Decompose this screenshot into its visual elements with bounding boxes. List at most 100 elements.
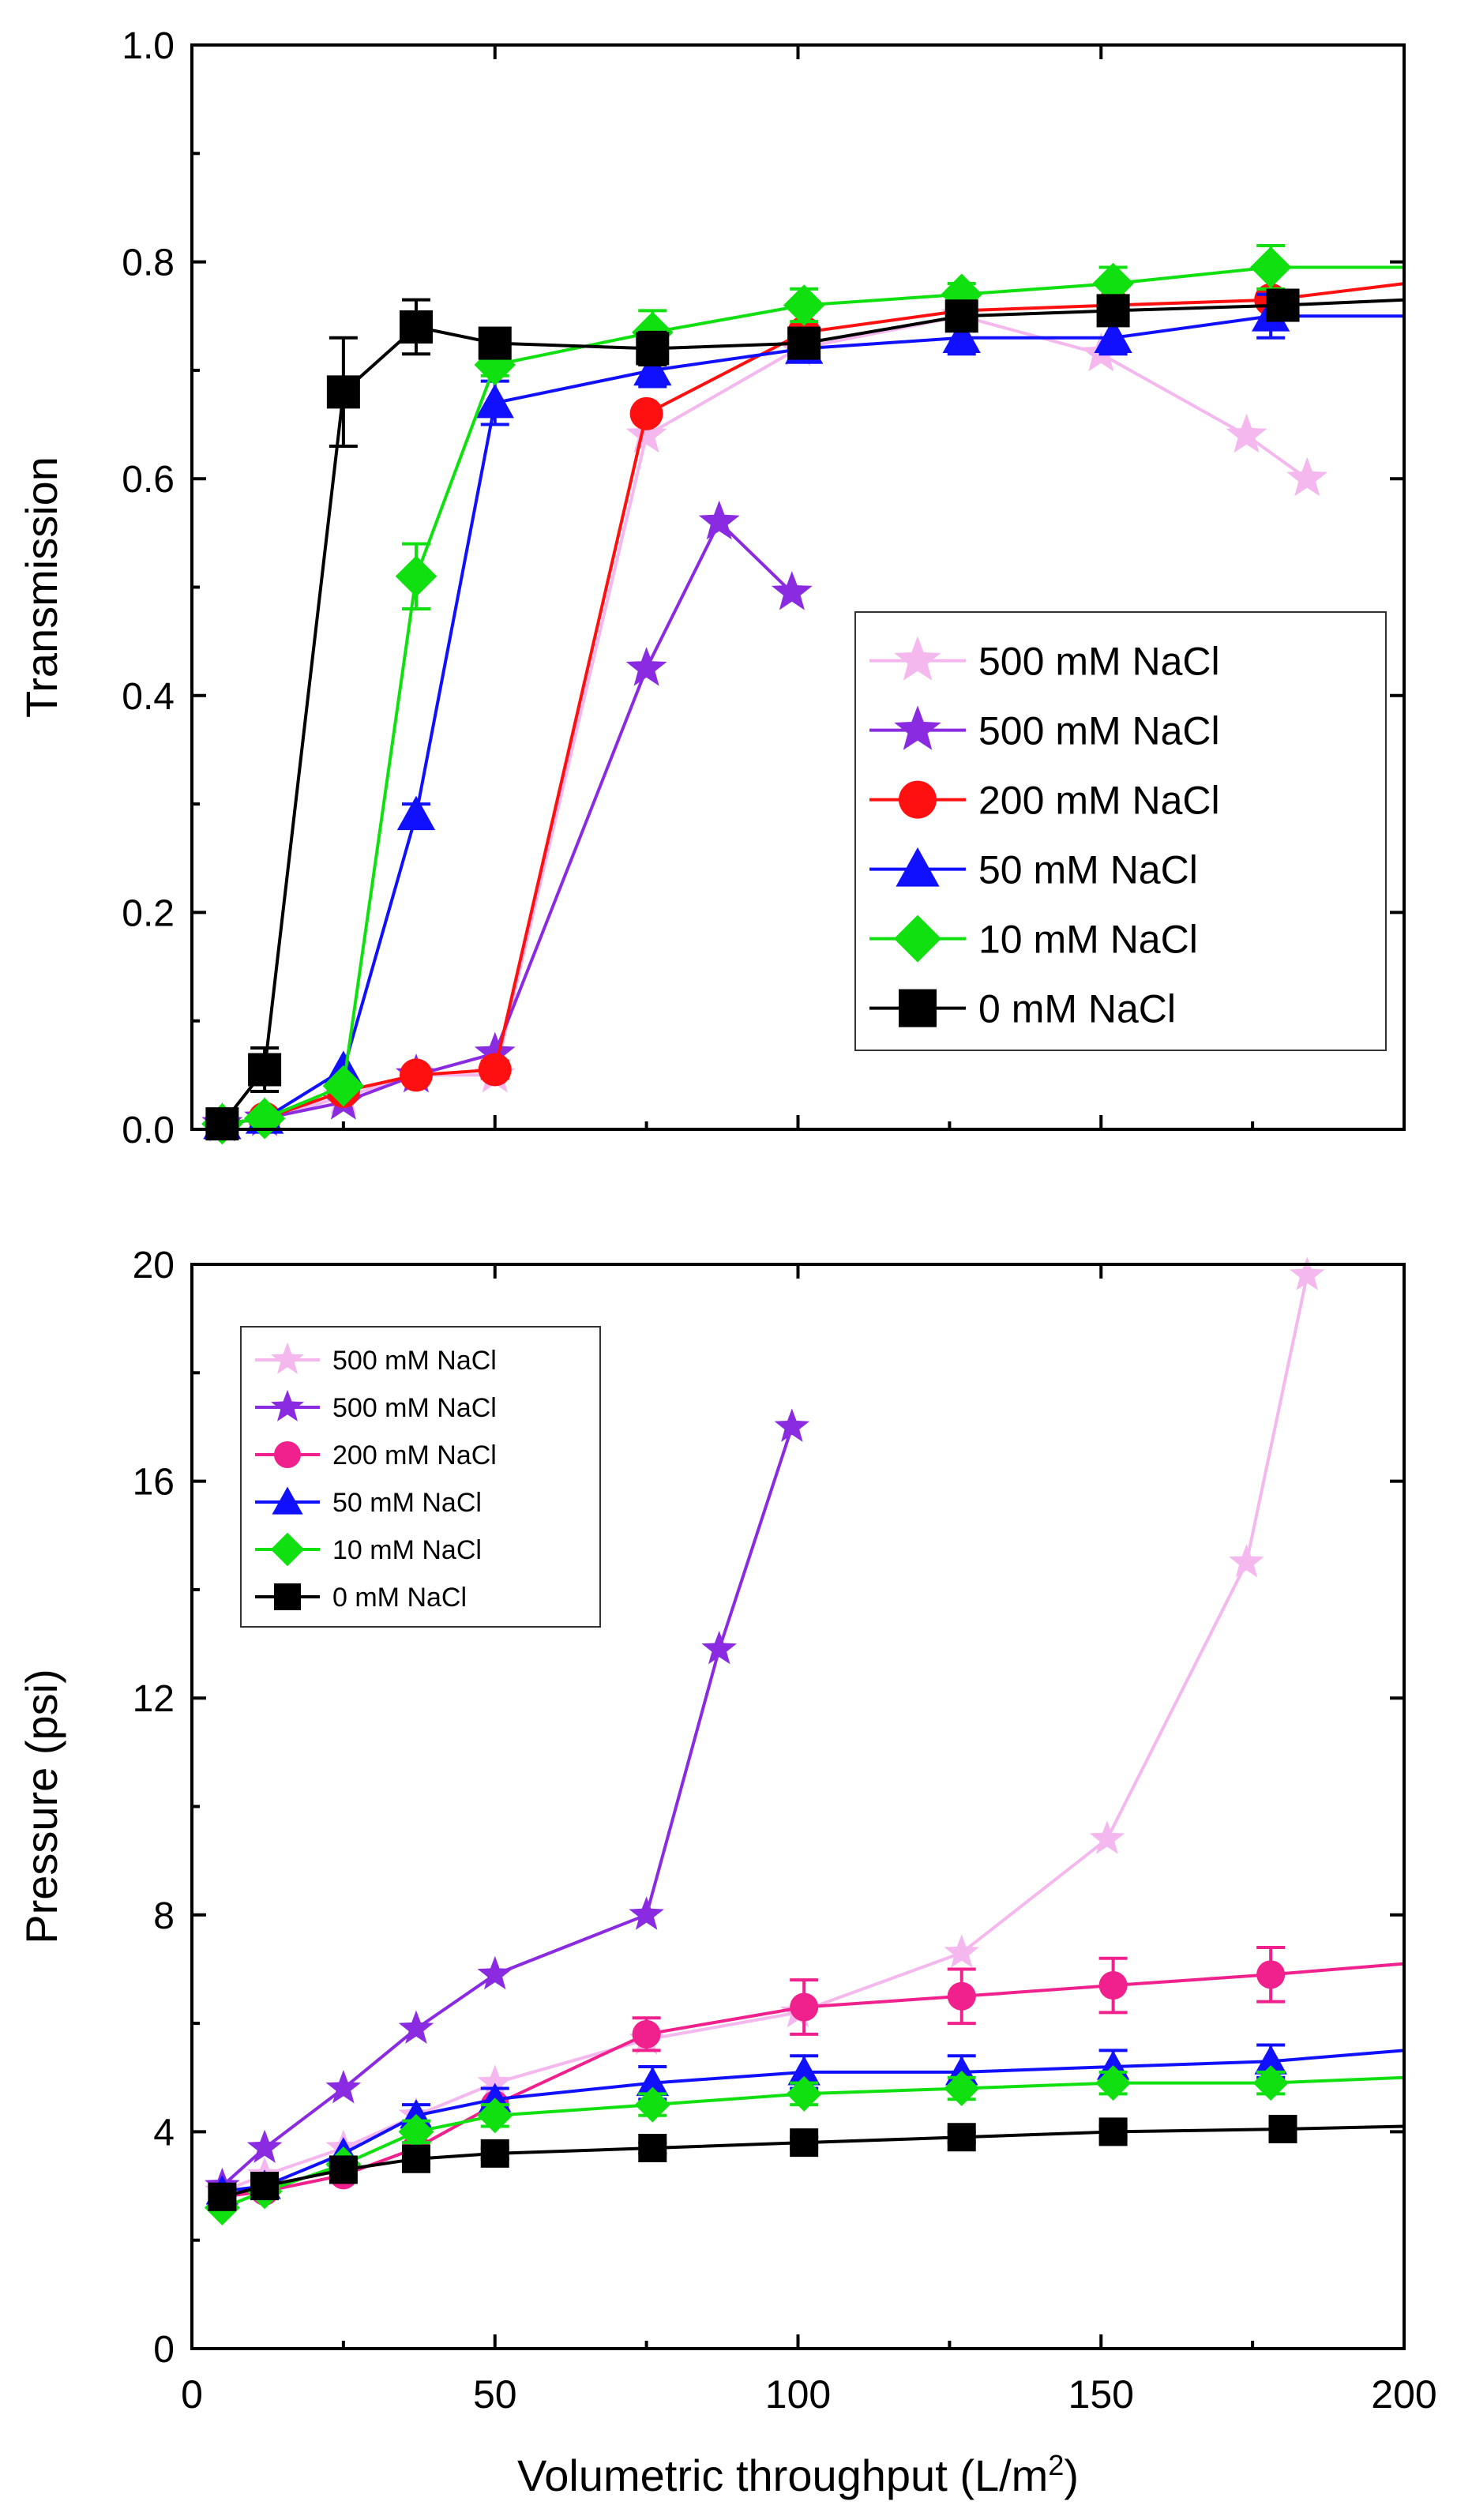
- data-point: [790, 2128, 819, 2158]
- data-point: [787, 2056, 821, 2086]
- data-point: [325, 2070, 362, 2104]
- data-point: [248, 1053, 282, 1087]
- data-point: [1096, 294, 1130, 328]
- legend-entry: 0 mM NaCl: [869, 987, 1176, 1031]
- data-point: [477, 1955, 513, 1990]
- data-point: [1095, 2065, 1132, 2101]
- data-point: [629, 396, 663, 430]
- legend-marker: [274, 1441, 301, 1468]
- data-point: [478, 1053, 512, 1087]
- legend-entry: 10 mM NaCl: [255, 1532, 482, 1567]
- data-point: [1098, 1971, 1128, 2000]
- legend: 500 mM NaCl 500 mM NaCl 200 mM NaCl 50 mM N…: [854, 611, 1387, 1051]
- legend-marker: [894, 705, 941, 750]
- data-point: [1254, 2045, 1287, 2075]
- data-point: [1094, 318, 1132, 354]
- legend-entry: 10 mM NaCl: [869, 914, 1198, 963]
- data-point: [1089, 1820, 1125, 1854]
- data-point: [399, 310, 433, 344]
- legend-box: [854, 611, 1387, 1051]
- y-tick-label: 0.6: [122, 459, 175, 501]
- legend-marker: [274, 1583, 301, 1610]
- y-tick-label: 0: [153, 2329, 175, 2371]
- x-tick-label: 200: [1371, 2372, 1436, 2417]
- data-point: [398, 2010, 434, 2044]
- x-axis-label: Volumetric throughput (L/m2): [517, 2449, 1079, 2501]
- y-axis-label: Pressure (psi): [17, 1669, 66, 1944]
- data-point: [1268, 2114, 1297, 2143]
- data-point: [786, 2075, 822, 2112]
- data-point: [480, 2139, 509, 2168]
- y-tick-label: 8: [153, 1895, 175, 1937]
- legend-marker: [271, 1342, 304, 1374]
- legend-box: [240, 1326, 601, 1628]
- data-point: [947, 2123, 976, 2152]
- data-point: [477, 2064, 513, 2098]
- series-0-mm-nacl-5: [205, 288, 1405, 1141]
- data-point: [205, 1107, 239, 1141]
- legend-marker: [896, 847, 940, 887]
- series-10-mm-nacl-4: [204, 2065, 1405, 2226]
- legend-label: 0 mM NaCl: [978, 987, 1176, 1031]
- data-point: [1289, 1256, 1325, 1290]
- data-point: [636, 332, 670, 366]
- data-point: [208, 2182, 237, 2211]
- legend-label: 50 mM NaCl: [332, 1488, 482, 1518]
- data-point: [1249, 246, 1292, 288]
- data-point: [944, 2070, 980, 2106]
- transmission-chart: 0.0 0.2 0.4 0.6 0.8 1.0 Transmission 500 mM NaC…: [17, 25, 1406, 1151]
- legend-entry: 500 mM NaCl: [255, 1342, 497, 1376]
- data-point: [250, 2172, 280, 2201]
- y-tick-label: 0.4: [122, 676, 175, 718]
- data-point: [477, 2097, 513, 2134]
- y-tick-label: 12: [133, 1678, 175, 1720]
- legend-label: 10 mM NaCl: [332, 1535, 482, 1565]
- data-point: [1286, 456, 1328, 497]
- data-point: [636, 2066, 669, 2097]
- data-point: [1229, 1544, 1264, 1578]
- data-point: [774, 1408, 810, 1442]
- x-tick-label: 100: [765, 2372, 831, 2417]
- data-point: [625, 414, 667, 453]
- legend-label: 50 mM NaCl: [978, 848, 1198, 892]
- data-point: [1226, 414, 1267, 453]
- data-point: [942, 318, 981, 354]
- legend-marker: [271, 1389, 304, 1421]
- legend: 500 mM NaCl 500 mM NaCl 200 mM NaCl 50 mM N…: [240, 1326, 601, 1628]
- legend-label: 10 mM NaCl: [978, 918, 1198, 962]
- data-point: [944, 1934, 979, 1968]
- x-tick-label: 150: [1068, 2372, 1134, 2417]
- legend-label: 500 mM NaCl: [332, 1393, 497, 1423]
- data-point: [1252, 2065, 1289, 2101]
- data-point: [790, 1992, 819, 2022]
- data-point: [329, 2155, 358, 2184]
- data-point: [638, 2133, 667, 2162]
- legend-entry: 500 mM NaCl: [869, 705, 1220, 753]
- series-line: [222, 2049, 1405, 2193]
- data-point: [398, 2113, 434, 2150]
- y-tick-label: 20: [133, 1245, 175, 1286]
- data-point: [1256, 1960, 1286, 1989]
- legend-label: 500 mM NaCl: [978, 709, 1220, 753]
- legend-entry: 500 mM NaCl: [255, 1389, 497, 1423]
- legend-entry: 0 mM NaCl: [255, 1583, 467, 1613]
- data-point: [1092, 262, 1134, 305]
- legend-label: 200 mM NaCl: [332, 1440, 497, 1470]
- data-point: [633, 351, 672, 386]
- data-point: [947, 1981, 976, 2011]
- pressure-chart: 0 50 100 150 200 0 4 8 12 16 20 Pressure (psi) Volum…: [17, 1245, 1437, 2500]
- legend-label: 500 mM NaCl: [332, 1346, 497, 1376]
- legend-marker: [270, 1532, 305, 1567]
- data-point: [395, 555, 437, 598]
- y-tick-label: 1.0: [122, 25, 175, 67]
- y-axis-label: Transmission: [17, 456, 66, 718]
- data-point: [625, 647, 667, 686]
- y-tick-label: 0.0: [122, 1110, 175, 1151]
- x-tick-label: 0: [181, 2372, 203, 2417]
- legend-label: 500 mM NaCl: [978, 640, 1220, 684]
- data-point: [1266, 288, 1300, 322]
- data-point: [326, 375, 360, 409]
- data-point: [1098, 2117, 1128, 2146]
- legend-entry: 50 mM NaCl: [869, 847, 1198, 892]
- data-point: [399, 1058, 433, 1092]
